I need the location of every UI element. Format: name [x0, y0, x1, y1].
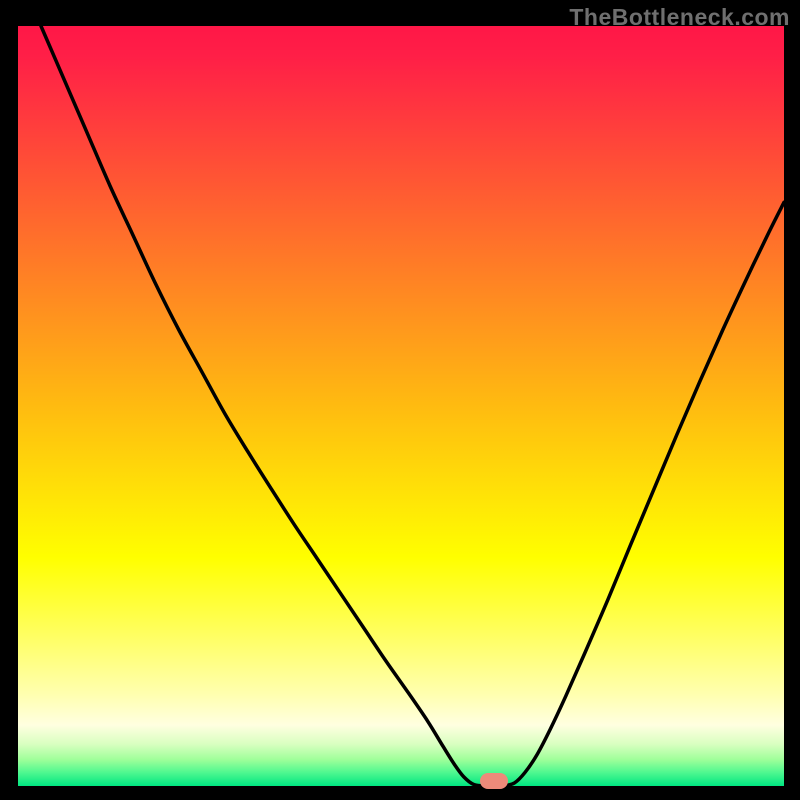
- curve-layer: [0, 0, 800, 800]
- optimum-marker: [480, 773, 508, 789]
- bottleneck-chart: TheBottleneck.com: [0, 0, 800, 800]
- watermark-text: TheBottleneck.com: [569, 4, 790, 31]
- bottleneck-curve: [41, 26, 784, 786]
